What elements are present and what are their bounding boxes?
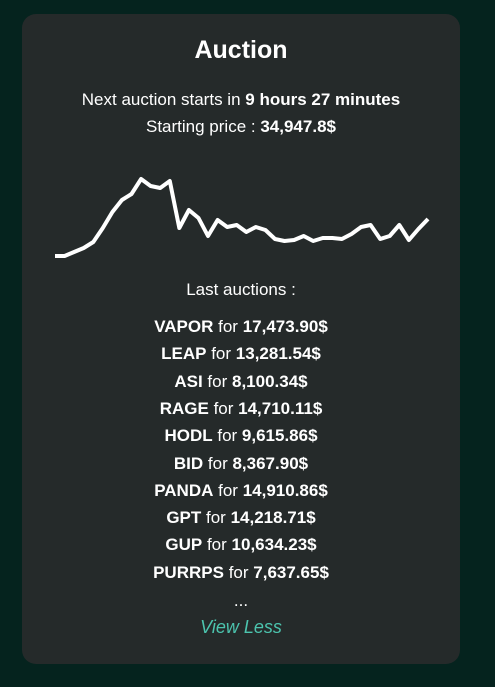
item-amount: 17,473.90$ xyxy=(242,317,328,336)
item-amount: 14,218.71$ xyxy=(230,508,316,528)
view-less-toggle[interactable]: View Less xyxy=(200,617,282,637)
auction-item: HODL for 9,615.86$ xyxy=(22,426,460,446)
auction-item: GUP for 10,634.23$ xyxy=(22,535,460,555)
item-name: VAPOR xyxy=(154,317,214,336)
title: Auction xyxy=(194,36,288,64)
item-connector: for xyxy=(207,371,228,391)
item-name: GPT xyxy=(166,508,202,528)
starting-price: Starting price : 34,947.8$ xyxy=(22,117,460,137)
item-amount: 13,281.54$ xyxy=(235,344,321,364)
item-connector: for xyxy=(228,562,249,582)
item-connector: for xyxy=(218,480,238,500)
auction-card: Auction Next auction starts in 9 hours 2… xyxy=(22,14,460,664)
item-name: GUP xyxy=(165,535,203,555)
item-connector: for xyxy=(213,398,234,418)
item-name: HODL xyxy=(164,426,213,446)
item-connector: for xyxy=(218,317,238,336)
item-name: PANDA xyxy=(154,480,214,500)
auction-item: BID for 8,367.90$ xyxy=(22,454,460,474)
item-name: LEAP xyxy=(161,344,207,364)
item-name: RAGE xyxy=(159,398,209,418)
item-connector: for xyxy=(206,535,227,555)
next-auction: Next auction starts in 9 hours 27 minute… xyxy=(22,90,460,110)
item-name: BID xyxy=(173,453,204,473)
item-amount: 10,634.23$ xyxy=(231,535,317,555)
item-amount: 9,615.86$ xyxy=(241,426,318,446)
auction-item: VAPOR for 17,473.90$ xyxy=(22,317,460,337)
label: Starting price : xyxy=(146,117,256,136)
item-name: PURRPS xyxy=(153,562,224,582)
item-amount: 14,910.86$ xyxy=(242,480,328,500)
item-name: ASI xyxy=(174,371,203,391)
auction-item: PANDA for 14,910.86$ xyxy=(22,481,460,501)
item-connector: for xyxy=(206,508,226,528)
item-connector: for xyxy=(211,344,232,364)
item-amount: 7,637.65$ xyxy=(253,562,329,582)
auction-item: PURRPS for 7,637.65$ xyxy=(22,563,460,583)
label: Next auction starts in xyxy=(81,90,241,109)
time: 9 hours 27 minutes xyxy=(245,90,401,109)
auction-item: GPT for 14,218.71$ xyxy=(22,508,460,528)
item-connector: for xyxy=(217,426,238,446)
item-amount: 8,100.34$ xyxy=(232,371,308,391)
sparkline-line xyxy=(55,177,430,258)
item-amount: 8,367.90$ xyxy=(232,453,309,473)
ellipsis: ... xyxy=(233,591,249,610)
auction-item: LEAP for 13,281.54$ xyxy=(22,344,460,364)
price: 34,947.8$ xyxy=(260,117,336,136)
sparkline xyxy=(55,177,430,258)
auction-item: ASI for 8,100.34$ xyxy=(22,372,460,392)
item-amount: 14,710.11$ xyxy=(238,398,323,418)
item-connector: for xyxy=(207,453,228,473)
list-title: Last auctions : xyxy=(186,280,296,299)
auction-item: RAGE for 14,710.11$ xyxy=(22,399,460,419)
